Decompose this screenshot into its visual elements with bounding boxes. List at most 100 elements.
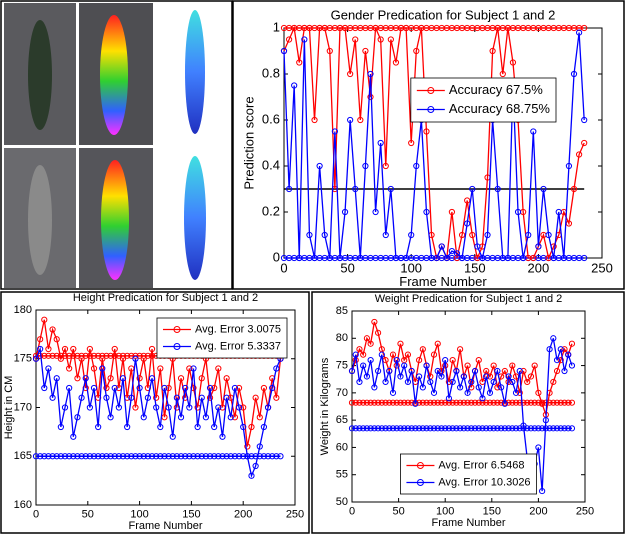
marker <box>489 47 496 55</box>
legend-label: Avg. Error 5.3337 <box>195 340 281 352</box>
marker <box>490 362 497 369</box>
marker <box>438 243 445 250</box>
marker <box>165 404 172 411</box>
marker <box>550 254 557 262</box>
chart-title: Weight Predication for Subject 1 and 2 <box>375 293 563 305</box>
reference-marker <box>45 453 52 460</box>
marker <box>144 394 151 401</box>
reference-marker <box>140 453 147 460</box>
marker <box>568 362 576 369</box>
reference-marker <box>397 425 404 432</box>
reference-marker <box>457 399 464 406</box>
reference-marker <box>531 399 538 406</box>
reference-marker <box>553 425 561 432</box>
marker <box>244 453 251 460</box>
marker <box>483 373 490 380</box>
reference-marker <box>169 453 176 460</box>
marker <box>61 345 69 353</box>
y-tick-label: 1 <box>273 19 280 34</box>
reference-marker <box>264 453 272 460</box>
x-tick-label: 200 <box>529 505 547 517</box>
marker <box>70 345 77 353</box>
marker <box>389 389 397 396</box>
reference-marker <box>468 399 475 406</box>
marker <box>581 116 588 124</box>
legend-marker <box>427 106 435 113</box>
reference-marker <box>115 453 122 460</box>
marker <box>301 36 308 43</box>
reference-marker <box>360 425 367 432</box>
reference-marker <box>565 425 572 432</box>
marker <box>430 351 438 358</box>
y-axis-label: Height in CM <box>3 376 15 440</box>
marker <box>256 414 263 421</box>
marker <box>306 24 313 32</box>
marker <box>111 384 118 392</box>
marker <box>550 335 557 342</box>
marker <box>469 231 476 239</box>
reference-marker <box>215 453 222 460</box>
marker <box>557 357 564 364</box>
marker <box>539 400 546 407</box>
marker <box>153 394 160 401</box>
marker <box>423 128 430 135</box>
marker <box>494 185 501 193</box>
marker <box>475 357 482 364</box>
marker <box>560 254 567 262</box>
reference-marker <box>565 399 572 406</box>
marker <box>486 389 494 396</box>
marker <box>386 367 393 375</box>
marker <box>561 367 568 375</box>
reference-marker <box>464 399 471 406</box>
marker <box>514 208 522 216</box>
x-tick-label: 100 <box>436 505 454 517</box>
y-tick-label: 55 <box>336 469 348 481</box>
reference-marker <box>386 425 393 432</box>
reference-marker <box>177 453 185 460</box>
marker <box>136 384 143 392</box>
marker <box>401 362 408 369</box>
marker <box>357 254 364 262</box>
marker <box>434 367 441 375</box>
marker <box>248 423 255 431</box>
marker <box>392 59 400 66</box>
marker <box>484 231 491 239</box>
marker <box>362 162 369 170</box>
marker <box>136 375 143 382</box>
reference-marker <box>438 425 445 432</box>
marker <box>306 231 313 239</box>
marker <box>412 400 419 407</box>
reference-marker <box>430 399 438 406</box>
reference-marker <box>32 453 40 460</box>
reference-marker <box>119 453 127 460</box>
marker <box>252 462 259 470</box>
marker <box>555 208 562 216</box>
marker <box>561 346 568 353</box>
marker <box>397 340 404 347</box>
marker <box>74 414 81 421</box>
marker <box>157 423 164 431</box>
reference-marker <box>427 399 434 406</box>
marker <box>182 384 189 392</box>
marker <box>468 378 475 386</box>
marker <box>49 326 56 333</box>
reference-marker <box>136 453 143 460</box>
x-tick-label: 150 <box>182 508 200 520</box>
reference-marker <box>464 425 471 432</box>
legend-marker <box>173 343 181 350</box>
y-tick-label: 180 <box>14 304 32 316</box>
marker <box>206 384 214 392</box>
reference-marker <box>235 453 243 460</box>
marker <box>235 384 243 392</box>
marker <box>546 346 553 353</box>
marker <box>568 340 576 347</box>
reference-marker <box>475 425 482 432</box>
marker <box>479 395 486 402</box>
marker <box>449 378 456 386</box>
marker <box>311 254 318 262</box>
marker <box>535 444 542 451</box>
marker <box>223 394 230 401</box>
reference-marker <box>78 453 85 460</box>
marker <box>576 151 583 158</box>
